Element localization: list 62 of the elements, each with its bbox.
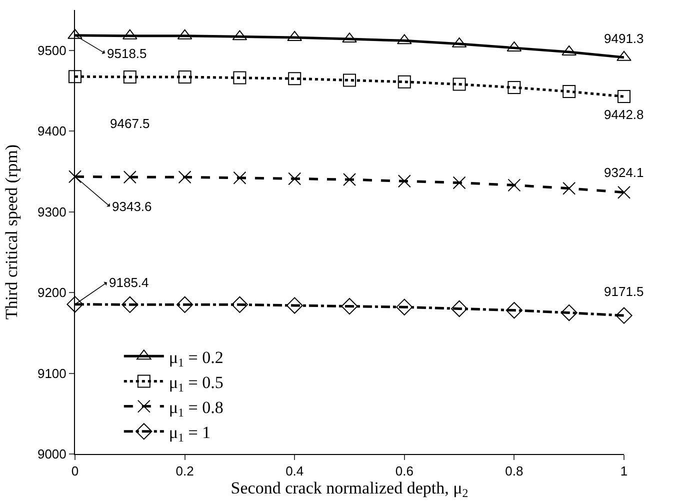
point [68,170,82,184]
point [562,85,576,98]
point [398,174,411,188]
x-tick-label: 0.2 [176,464,194,479]
point [288,172,302,186]
point [452,176,466,190]
point [66,296,84,313]
point [508,81,521,94]
x-tick-label: 0.8 [505,464,524,479]
point [68,28,82,39]
annotation: 9324.1 [604,165,644,180]
point [562,182,576,195]
point [343,173,356,186]
point [178,70,192,84]
annotation: 9442.8 [604,107,644,122]
point [176,296,194,313]
annotation: 9171.5 [604,284,644,299]
legend-label: μ$_{1}$ = 0.5 [168,372,224,394]
point [233,171,246,184]
point [396,298,413,316]
point [616,50,632,61]
point [123,70,136,84]
legend-label: μ$_{1}$ = 0.2 [168,348,224,370]
point [508,178,521,192]
y-tick-label: 9400 [37,124,66,139]
annotation: 9343.6 [112,199,152,214]
annotation: 9185.4 [109,275,149,290]
point [618,186,630,199]
point [398,75,411,88]
point [618,90,630,104]
point [452,78,466,91]
point [451,300,468,317]
annotation: 9467.5 [110,116,150,131]
y-axis-title: Third critical speed (rpm) [2,144,22,320]
point [122,296,138,313]
x-tick-label: 1 [620,464,628,479]
point [560,304,578,322]
point [341,298,358,315]
y-tick-label: 9100 [37,366,66,381]
point [342,32,357,43]
point [343,74,356,87]
point [178,170,192,184]
point [231,296,248,313]
point [68,70,82,84]
legend-label: μ$_{1}$ = 0.8 [168,398,224,420]
x-tick-label: 0.4 [286,464,304,479]
point [233,71,246,84]
y-tick-label: 9300 [37,204,66,220]
y-tick-label: 9200 [37,285,66,300]
point [123,170,136,184]
point [288,72,302,86]
x-axis-title: Second crack normalized depth, μ$_{2}$ [230,478,468,500]
y-tick-label: 9000 [37,446,66,462]
point [506,302,522,319]
annotation: 9491.3 [604,31,644,46]
point [286,297,303,314]
y-tick-label: 9500 [37,42,66,58]
x-tick-label: 0.6 [395,464,414,479]
annotation: 9518.5 [107,46,147,61]
point [616,307,632,324]
legend-label: μ$_{1}$ = 1 [168,423,211,445]
x-tick-label: 0 [71,464,79,479]
